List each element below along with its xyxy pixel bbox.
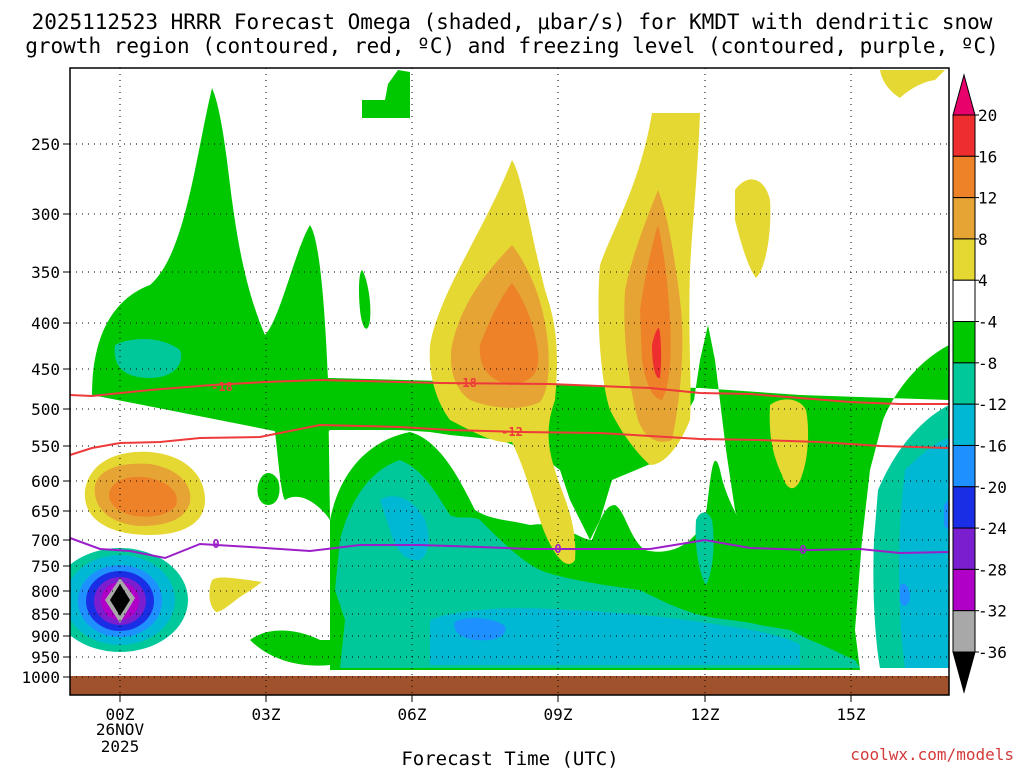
colorbar-swatch bbox=[952, 114, 976, 157]
contours: -18 -18 -12 0 0 0 bbox=[69, 376, 950, 560]
colorbar-label-4: 4 bbox=[978, 271, 988, 290]
colorbar-swatch bbox=[952, 568, 976, 612]
omega-region-green-small-1 bbox=[257, 473, 280, 505]
colorbar-label--36: -36 bbox=[978, 643, 1007, 662]
colorbar-label--4: -4 bbox=[978, 313, 997, 332]
y-tick-label-800: 800 bbox=[31, 582, 60, 601]
y-tick-label-650: 650 bbox=[31, 502, 60, 521]
omega-region-teal-left bbox=[114, 338, 182, 378]
contour-label-minus-18-left: -18 bbox=[211, 380, 233, 394]
y-tick-label-700: 700 bbox=[31, 531, 60, 550]
omega-region-yellow-right-mid bbox=[769, 399, 809, 489]
colorbar-swatch bbox=[952, 238, 976, 281]
omega-region-red-10Z bbox=[652, 328, 662, 379]
x-axis: 00Z 03Z 06Z 09Z 12Z 15Z bbox=[106, 695, 866, 724]
colorbar-label-16: 16 bbox=[978, 147, 997, 166]
colorbar-swatch bbox=[952, 362, 976, 405]
credit-text: coolwx.com/models bbox=[850, 745, 1014, 764]
gridlines bbox=[70, 68, 949, 695]
contour-line-minus-12 bbox=[69, 423, 950, 456]
colorbar-arrow-top bbox=[952, 73, 976, 116]
omega-region-green-top bbox=[362, 70, 410, 118]
omega-region-green-band bbox=[92, 325, 949, 630]
colorbar-label--28: -28 bbox=[978, 560, 1007, 579]
omega-region-green-small-2 bbox=[358, 270, 371, 329]
colorbar-label--12: -12 bbox=[978, 395, 1007, 414]
colorbar-swatch bbox=[952, 279, 976, 323]
colorbar-label--32: -32 bbox=[978, 602, 1007, 621]
omega-region-yellow-upper-right bbox=[735, 179, 771, 278]
contour-label-freezing-1: 0 bbox=[212, 537, 219, 551]
x-tick-label-06Z: 06Z bbox=[398, 705, 427, 724]
chart-title-line-1: 2025112523 HRRR Forecast Omega (shaded, … bbox=[31, 10, 993, 34]
omega-region-green-upper-left bbox=[92, 88, 330, 520]
contour-label-freezing-3: 0 bbox=[799, 543, 806, 557]
y-tick-label-350: 350 bbox=[31, 263, 60, 282]
omega-region-blue-center bbox=[454, 618, 506, 641]
ground-surface bbox=[70, 676, 949, 695]
omega-region-orange-06Z bbox=[479, 283, 539, 385]
y-tick-label-500: 500 bbox=[31, 400, 60, 419]
x-tick-label-09Z: 09Z bbox=[544, 705, 573, 724]
colorbar-swatch bbox=[952, 155, 976, 199]
x-tick-label-00Z: 00Z bbox=[106, 705, 135, 724]
colorbar: 20 16 12 8 4 -4 -8 -12 -16 -20 -24 -28 -32 -36 bbox=[952, 73, 1007, 694]
colorbar-label--20: -20 bbox=[978, 478, 1007, 497]
colorbar-swatch bbox=[952, 486, 976, 529]
x-axis-label: Forecast Time (UTC) bbox=[401, 748, 618, 768]
x-tick-label-12Z: 12Z bbox=[691, 705, 720, 724]
colorbar-swatch bbox=[952, 321, 976, 364]
y-tick-label-400: 400 bbox=[31, 314, 60, 333]
y-tick-label-250: 250 bbox=[31, 135, 60, 154]
contour-line-freezing-level bbox=[69, 537, 950, 560]
colorbar-arrow-bottom bbox=[952, 651, 976, 694]
colorbar-swatch bbox=[952, 527, 976, 570]
x-tick-label-03Z: 03Z bbox=[252, 705, 281, 724]
omega-region-blue-edge bbox=[944, 500, 949, 530]
colorbar-swatch bbox=[952, 403, 976, 446]
colorbar-swatch bbox=[952, 197, 976, 240]
y-tick-label-900: 900 bbox=[31, 627, 60, 646]
colorbar-label-20: 20 bbox=[978, 106, 997, 125]
y-tick-label-750: 750 bbox=[31, 557, 60, 576]
omega-region-cyan-base bbox=[430, 608, 800, 665]
y-tick-label-1000: 1000 bbox=[21, 668, 60, 687]
plot-frame bbox=[69, 67, 950, 696]
shaded-omega-field bbox=[70, 70, 949, 695]
x-tick-label-15Z: 15Z bbox=[837, 705, 866, 724]
y-tick-label-850: 850 bbox=[31, 605, 60, 624]
omega-region-orange-lowleft bbox=[109, 476, 177, 517]
omega-region-orange-10Z bbox=[640, 225, 671, 400]
colorbar-label--8: -8 bbox=[978, 354, 997, 373]
colorbar-label--24: -24 bbox=[978, 519, 1007, 538]
colorbar-swatch bbox=[952, 444, 976, 488]
x-date-year: 2025 bbox=[101, 737, 140, 756]
chart-title-line-2: growth region (contoured, red, ºC) and f… bbox=[25, 34, 999, 58]
y-tick-label-450: 450 bbox=[31, 360, 60, 379]
omega-region-blue-right bbox=[900, 583, 910, 606]
colorbar-label-12: 12 bbox=[978, 189, 997, 208]
contour-label-minus-12: -12 bbox=[501, 425, 523, 439]
contour-label-freezing-2: 0 bbox=[554, 542, 561, 556]
contour-label-minus-18-mid: -18 bbox=[455, 376, 477, 390]
y-tick-label-600: 600 bbox=[31, 472, 60, 491]
omega-core-black bbox=[110, 584, 130, 616]
y-tick-label-550: 550 bbox=[31, 437, 60, 456]
colorbar-label-8: 8 bbox=[978, 230, 988, 249]
omega-region-yellow-small-low bbox=[209, 577, 262, 612]
y-tick-label-300: 300 bbox=[31, 205, 60, 224]
colorbar-label--16: -16 bbox=[978, 436, 1007, 455]
x-date-day: 26NOV bbox=[96, 720, 145, 739]
omega-region-yellow-corner bbox=[880, 70, 945, 98]
contour-line-minus-18 bbox=[69, 378, 949, 405]
colorbar-swatch bbox=[952, 610, 976, 653]
y-tick-label-950: 950 bbox=[31, 648, 60, 667]
y-axis: 250 300 350 400 450 500 550 600 650 700 750 800 850 9… bbox=[21, 135, 70, 687]
